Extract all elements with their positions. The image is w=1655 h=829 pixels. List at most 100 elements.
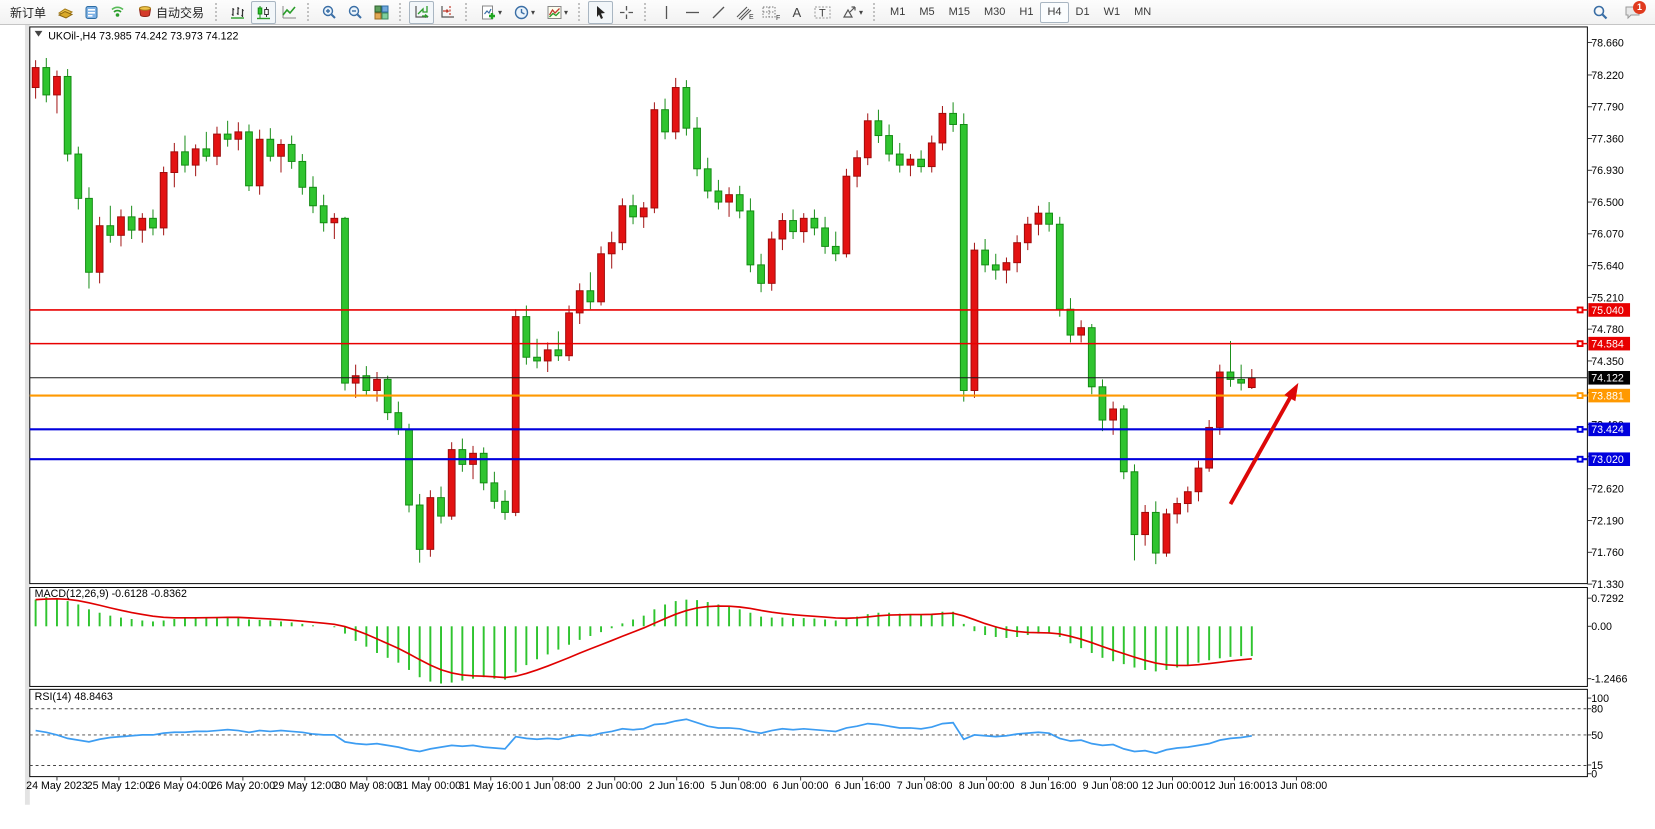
candle-down <box>458 449 467 465</box>
timeframe-M5[interactable]: M5 <box>919 6 935 18</box>
chevron-down-icon: ▾ <box>531 7 536 17</box>
candle-down <box>1237 378 1246 384</box>
timeframe-H1[interactable]: H1 <box>1019 6 1034 18</box>
shapes-dropdown[interactable]: ▾ <box>836 1 868 24</box>
hline-marker-center <box>1578 308 1582 312</box>
time-tick-label: 2 Jun 00:00 <box>587 780 643 792</box>
signal-icon[interactable] <box>105 1 130 24</box>
candle-down <box>1066 308 1075 336</box>
bar-chart-icon[interactable] <box>225 1 250 24</box>
candle-down <box>309 186 317 207</box>
candle-up <box>1109 408 1117 421</box>
notification-badge: 1 <box>1633 0 1646 14</box>
line-chart-icon[interactable] <box>277 1 302 24</box>
hline-label-box <box>1588 388 1631 403</box>
price-tick-label: 76.070 <box>1591 229 1624 241</box>
candle-down <box>106 225 115 236</box>
time-tick-label: 1 Jun 08:00 <box>525 780 581 792</box>
crosshair-icon[interactable] <box>614 1 639 24</box>
candle-up <box>863 120 872 159</box>
candle-down <box>959 123 968 391</box>
timeframe-M30[interactable]: M30 <box>984 6 1006 18</box>
chevron-down-icon: ▾ <box>564 7 569 17</box>
timeframe-group: M1 M5 M15 M30 H1 H4 D1 W1 MN <box>883 1 1158 23</box>
timeframe-D1[interactable]: D1 <box>1075 6 1090 18</box>
candle-up <box>447 449 456 517</box>
auto-scroll-icon[interactable] <box>409 0 435 24</box>
macd-indicator: MACD(12,26,9) -0.6128 -0.8362 0.7292 0.00 -… <box>34 588 1627 686</box>
zoom-in-icon[interactable] <box>317 1 342 24</box>
price-tick-label: 74.350 <box>1591 356 1624 368</box>
candle-down <box>298 160 307 188</box>
grid-tool-icon[interactable]: F <box>758 1 783 24</box>
rsi-line <box>35 718 1252 755</box>
search-icon[interactable] <box>1588 1 1613 24</box>
candle-down <box>341 217 349 384</box>
rsi-label: RSI(14) 48.8463 <box>35 691 113 703</box>
auto-trading-button[interactable]: 自动交易 <box>131 2 210 23</box>
periods-dropdown[interactable]: ▾ <box>508 1 540 24</box>
indicators-dropdown[interactable]: ▾ <box>475 1 507 24</box>
vertical-line-tool-icon[interactable] <box>654 1 679 24</box>
candle-up <box>95 225 104 273</box>
candle-down <box>266 138 275 157</box>
fibonacci-tool-icon[interactable]: E <box>732 1 757 24</box>
candle-up <box>607 242 616 255</box>
candle-down <box>202 148 211 157</box>
notifications-button[interactable]: 1 <box>1621 0 1646 23</box>
hline-label-box <box>1588 452 1631 466</box>
time-tick-label: 26 May 20:00 <box>211 780 276 792</box>
text-tool-icon[interactable]: A <box>784 1 809 24</box>
candle-down <box>895 153 904 166</box>
trendline-tool-icon[interactable] <box>706 1 731 24</box>
time-tick-label: 6 Jun 16:00 <box>835 780 891 792</box>
timeframe-M15[interactable]: M15 <box>948 6 970 18</box>
price-tick-label: 76.930 <box>1591 165 1624 177</box>
collapse-quotes-icon[interactable] <box>34 30 43 37</box>
chart-title: UKOil-,H4 73.985 74.242 73.973 74.122 <box>34 30 238 43</box>
market-watch-icon[interactable] <box>53 1 78 24</box>
candle-down <box>522 316 531 358</box>
tile-windows-icon[interactable] <box>369 1 394 24</box>
trend-arrow-annotation[interactable] <box>1228 382 1299 506</box>
chart-canvas[interactable]: 78.660 78.220 77.790 77.360 76.930 76.500 76.0… <box>0 25 1655 829</box>
arrow-head <box>1284 382 1299 402</box>
timeframe-MN[interactable]: MN <box>1134 6 1152 18</box>
macd-scale-label: -1.2466 <box>1591 674 1627 686</box>
time-tick-label: 5 Jun 08:00 <box>711 780 767 792</box>
text-label-tool-icon[interactable]: T <box>810 1 835 24</box>
rsi-scale-label: 50 <box>1591 730 1603 742</box>
time-tick-label: 8 Jun 00:00 <box>959 780 1015 792</box>
time-tick-label: 13 Jun 08:00 <box>1266 780 1328 792</box>
candle-down <box>1098 386 1107 421</box>
data-window-icon[interactable] <box>79 1 104 24</box>
hline-label: 73.881 <box>1591 390 1624 402</box>
chevron-down-icon: ▾ <box>498 7 503 17</box>
horizontal-line-tool-icon[interactable] <box>680 1 705 24</box>
candle-up <box>511 316 520 513</box>
templates-dropdown[interactable]: ▾ <box>541 1 573 24</box>
candlestick-chart-icon[interactable] <box>251 0 277 24</box>
candle-up <box>1173 503 1182 515</box>
price-tick-label: 75.210 <box>1591 292 1624 304</box>
timeframe-W1[interactable]: W1 <box>1103 6 1121 18</box>
macd-scale-label: 0.00 <box>1591 621 1612 633</box>
rsi-scale-label: 0 <box>1591 769 1597 781</box>
zoom-out-icon[interactable] <box>343 1 368 24</box>
timeframe-M1[interactable]: M1 <box>890 6 906 18</box>
hline-marker-center <box>1578 342 1582 346</box>
candle-down <box>394 412 403 431</box>
time-tick-label: 30 May 08:00 <box>335 780 400 792</box>
candle-down <box>874 120 883 137</box>
chart-shift-icon[interactable] <box>435 1 460 24</box>
bid-price-label-box <box>1588 370 1631 385</box>
time-tick-label: 26 May 04:00 <box>149 780 214 792</box>
price-tick-label: 71.330 <box>1591 579 1624 591</box>
timeframe-H4[interactable]: H4 <box>1040 1 1069 23</box>
new-order-label: 新订单 <box>10 5 47 20</box>
new-order-button[interactable]: 新订单 <box>4 2 52 23</box>
cursor-icon[interactable] <box>588 0 614 24</box>
candle-down <box>714 190 723 203</box>
time-tick-label: 12 Jun 00:00 <box>1142 780 1204 792</box>
